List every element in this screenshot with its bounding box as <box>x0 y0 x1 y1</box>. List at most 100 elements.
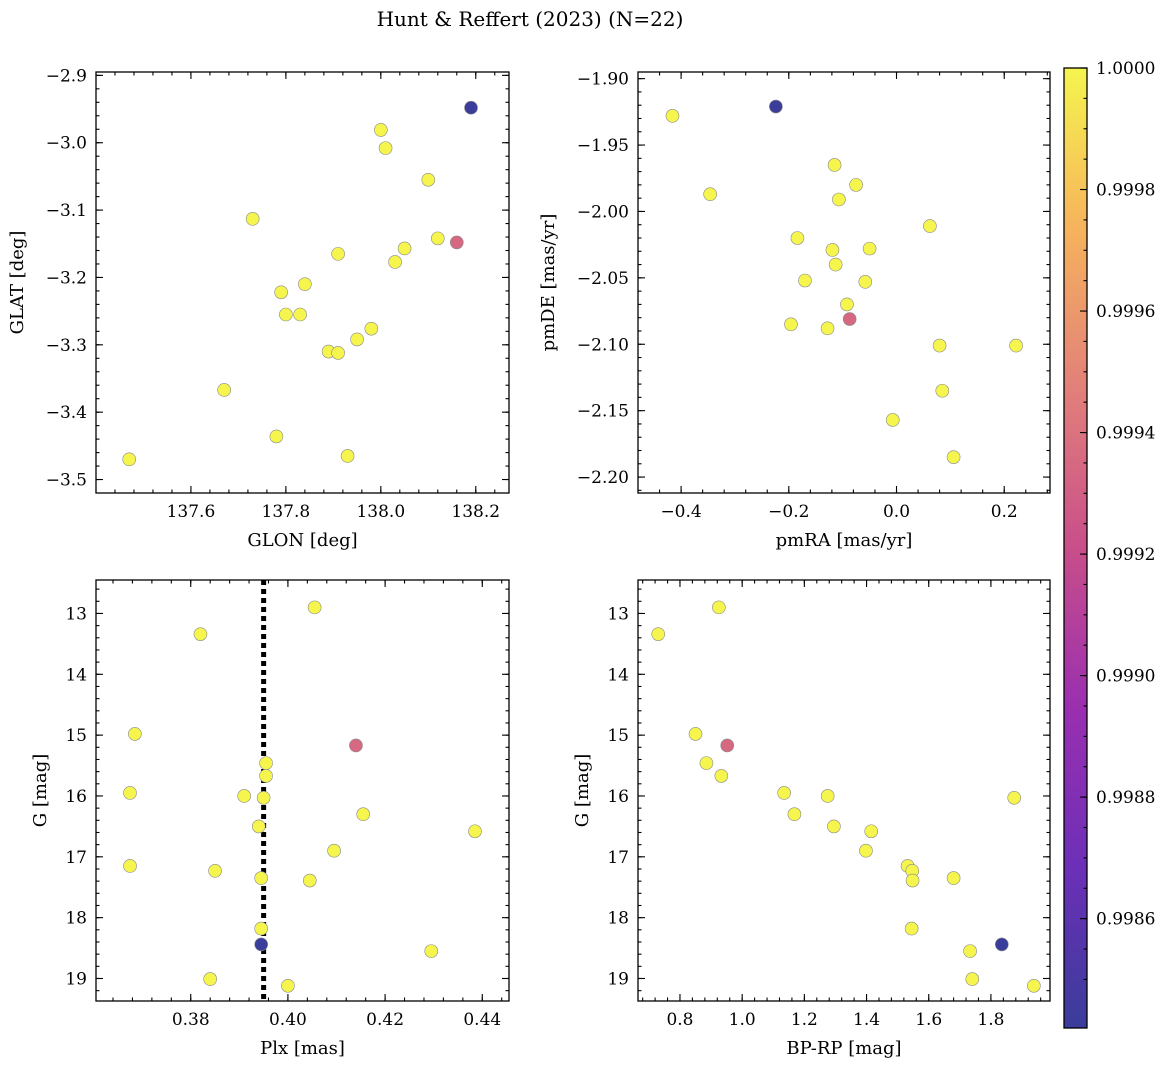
x-tick-label: 1.6 <box>915 1010 942 1030</box>
scatter-point <box>699 756 714 770</box>
x-tick-label: 0.38 <box>172 1010 210 1030</box>
y-tick-label: −2.15 <box>577 402 629 422</box>
scatter-point <box>1007 791 1022 805</box>
scatter-point <box>340 449 355 463</box>
scatter-point <box>331 346 345 360</box>
scatter-point <box>254 921 269 936</box>
scatter-point <box>828 257 843 272</box>
scatter-point <box>397 241 412 256</box>
y-axis-label: GLAT [deg] <box>7 231 28 335</box>
scatter-point <box>769 99 783 114</box>
y-tick-label: 18 <box>65 909 87 929</box>
y-tick-label: −3.2 <box>46 268 87 288</box>
panel-glon-glat: 137.6 137.8 138.0 138.2 −2.9 −3.0 −3.1 −3.2 −3.3… <box>7 66 510 551</box>
y-tick-label: −2.10 <box>577 335 629 355</box>
y-tick-label: −2.05 <box>577 269 629 289</box>
scatter-point <box>832 192 846 207</box>
scatter-point <box>331 247 345 261</box>
scatter-point <box>946 871 961 885</box>
scatter-point <box>1009 338 1023 353</box>
x-tick-label: 1.4 <box>853 1010 880 1030</box>
scatter-point <box>364 321 379 336</box>
scatter-point <box>825 243 840 257</box>
y-tick-label: −3.5 <box>46 471 87 491</box>
scatter-point <box>217 383 231 397</box>
scatter-point <box>327 843 341 858</box>
x-axis-label: GLON [deg] <box>247 530 357 551</box>
scatter-point <box>862 241 877 256</box>
scatter-point <box>307 600 322 615</box>
colorbar-tick-label: 0.9988 <box>1096 788 1155 808</box>
scatter-point <box>827 819 841 834</box>
x-tick-label: 0.44 <box>463 1010 501 1030</box>
scatter-point <box>430 231 445 246</box>
y-tick-label: −2.00 <box>577 202 629 222</box>
axes-frame <box>95 71 510 494</box>
colorbar-tick-label: 0.9990 <box>1096 667 1155 687</box>
scatter-point <box>859 843 873 858</box>
x-tick-label: 1.8 <box>977 1010 1004 1030</box>
scatter-point <box>349 738 363 753</box>
scatter-point <box>720 738 735 753</box>
scatter-point <box>651 627 666 641</box>
scatter-point <box>245 212 260 226</box>
colorbar-gradient <box>1064 68 1087 1028</box>
scatter-point <box>965 972 980 986</box>
x-axis-label: Plx [mas] <box>260 1038 345 1059</box>
scatter-point <box>790 231 805 245</box>
y-tick-label: 13 <box>607 604 629 624</box>
x-tick-label: −0.4 <box>660 502 701 522</box>
scatter-point <box>827 158 842 172</box>
scatter-point <box>122 452 137 467</box>
colorbar-tick-label: 0.9998 <box>1096 181 1155 201</box>
y-tick-label: 14 <box>607 665 629 685</box>
y-tick-label: 15 <box>65 726 87 746</box>
scatter-point <box>820 789 835 803</box>
scatter-point <box>254 871 269 885</box>
panel-pmra-pmde: −0.4 −0.2 0.0 0.2 −1.90 −1.95 −2.00 −2.05 −2.10 −… <box>538 70 1051 551</box>
scatter-point <box>995 937 1009 952</box>
scatter-point <box>468 824 482 839</box>
scatter-point <box>274 285 288 300</box>
scatter-point <box>259 756 273 770</box>
scatter-point <box>123 786 137 800</box>
scatter-point <box>449 235 464 250</box>
x-tick-label: 138.0 <box>356 502 405 522</box>
scatter-point <box>464 100 478 115</box>
scatter-point <box>237 789 251 803</box>
scatter-point <box>378 141 393 155</box>
scatter-point <box>798 273 812 288</box>
x-tick-label: 138.2 <box>451 502 500 522</box>
y-tick-label: −3.0 <box>46 134 87 154</box>
y-tick-label: −2.20 <box>577 468 629 488</box>
scatter-point <box>1027 978 1041 993</box>
y-tick-label: 19 <box>607 969 629 989</box>
scatter-point <box>784 317 798 332</box>
scatter-point <box>905 873 920 888</box>
colorbar-tick-label: 0.9994 <box>1096 424 1155 444</box>
y-tick-label: 14 <box>65 665 87 685</box>
scatter-point <box>688 727 703 741</box>
scatter-point <box>777 786 791 800</box>
y-tick-label: 16 <box>607 787 629 807</box>
figure-title: Hunt & Reffert (2023) (N=22) <box>377 7 684 31</box>
scatter-point <box>963 944 977 958</box>
scatter-point <box>298 277 312 291</box>
colorbar-frame <box>1063 67 1088 1029</box>
scatter-point <box>904 921 919 936</box>
scatter-point <box>302 873 317 888</box>
y-tick-label: −2.9 <box>46 66 87 86</box>
scatter-point <box>254 937 269 952</box>
x-tick-label: 0.42 <box>366 1010 404 1030</box>
y-tick-label: 13 <box>65 604 87 624</box>
axes-frame <box>95 579 510 1002</box>
scatter-point <box>203 972 217 986</box>
y-tick-label: −1.95 <box>577 136 629 156</box>
axes-frame <box>637 71 1051 494</box>
scatter-point <box>128 727 142 741</box>
x-axis-label: pmRA [mas/yr] <box>776 530 913 551</box>
x-tick-label: 137.6 <box>167 502 216 522</box>
scatter-point <box>281 978 295 993</box>
y-tick-label: −3.4 <box>46 403 87 423</box>
